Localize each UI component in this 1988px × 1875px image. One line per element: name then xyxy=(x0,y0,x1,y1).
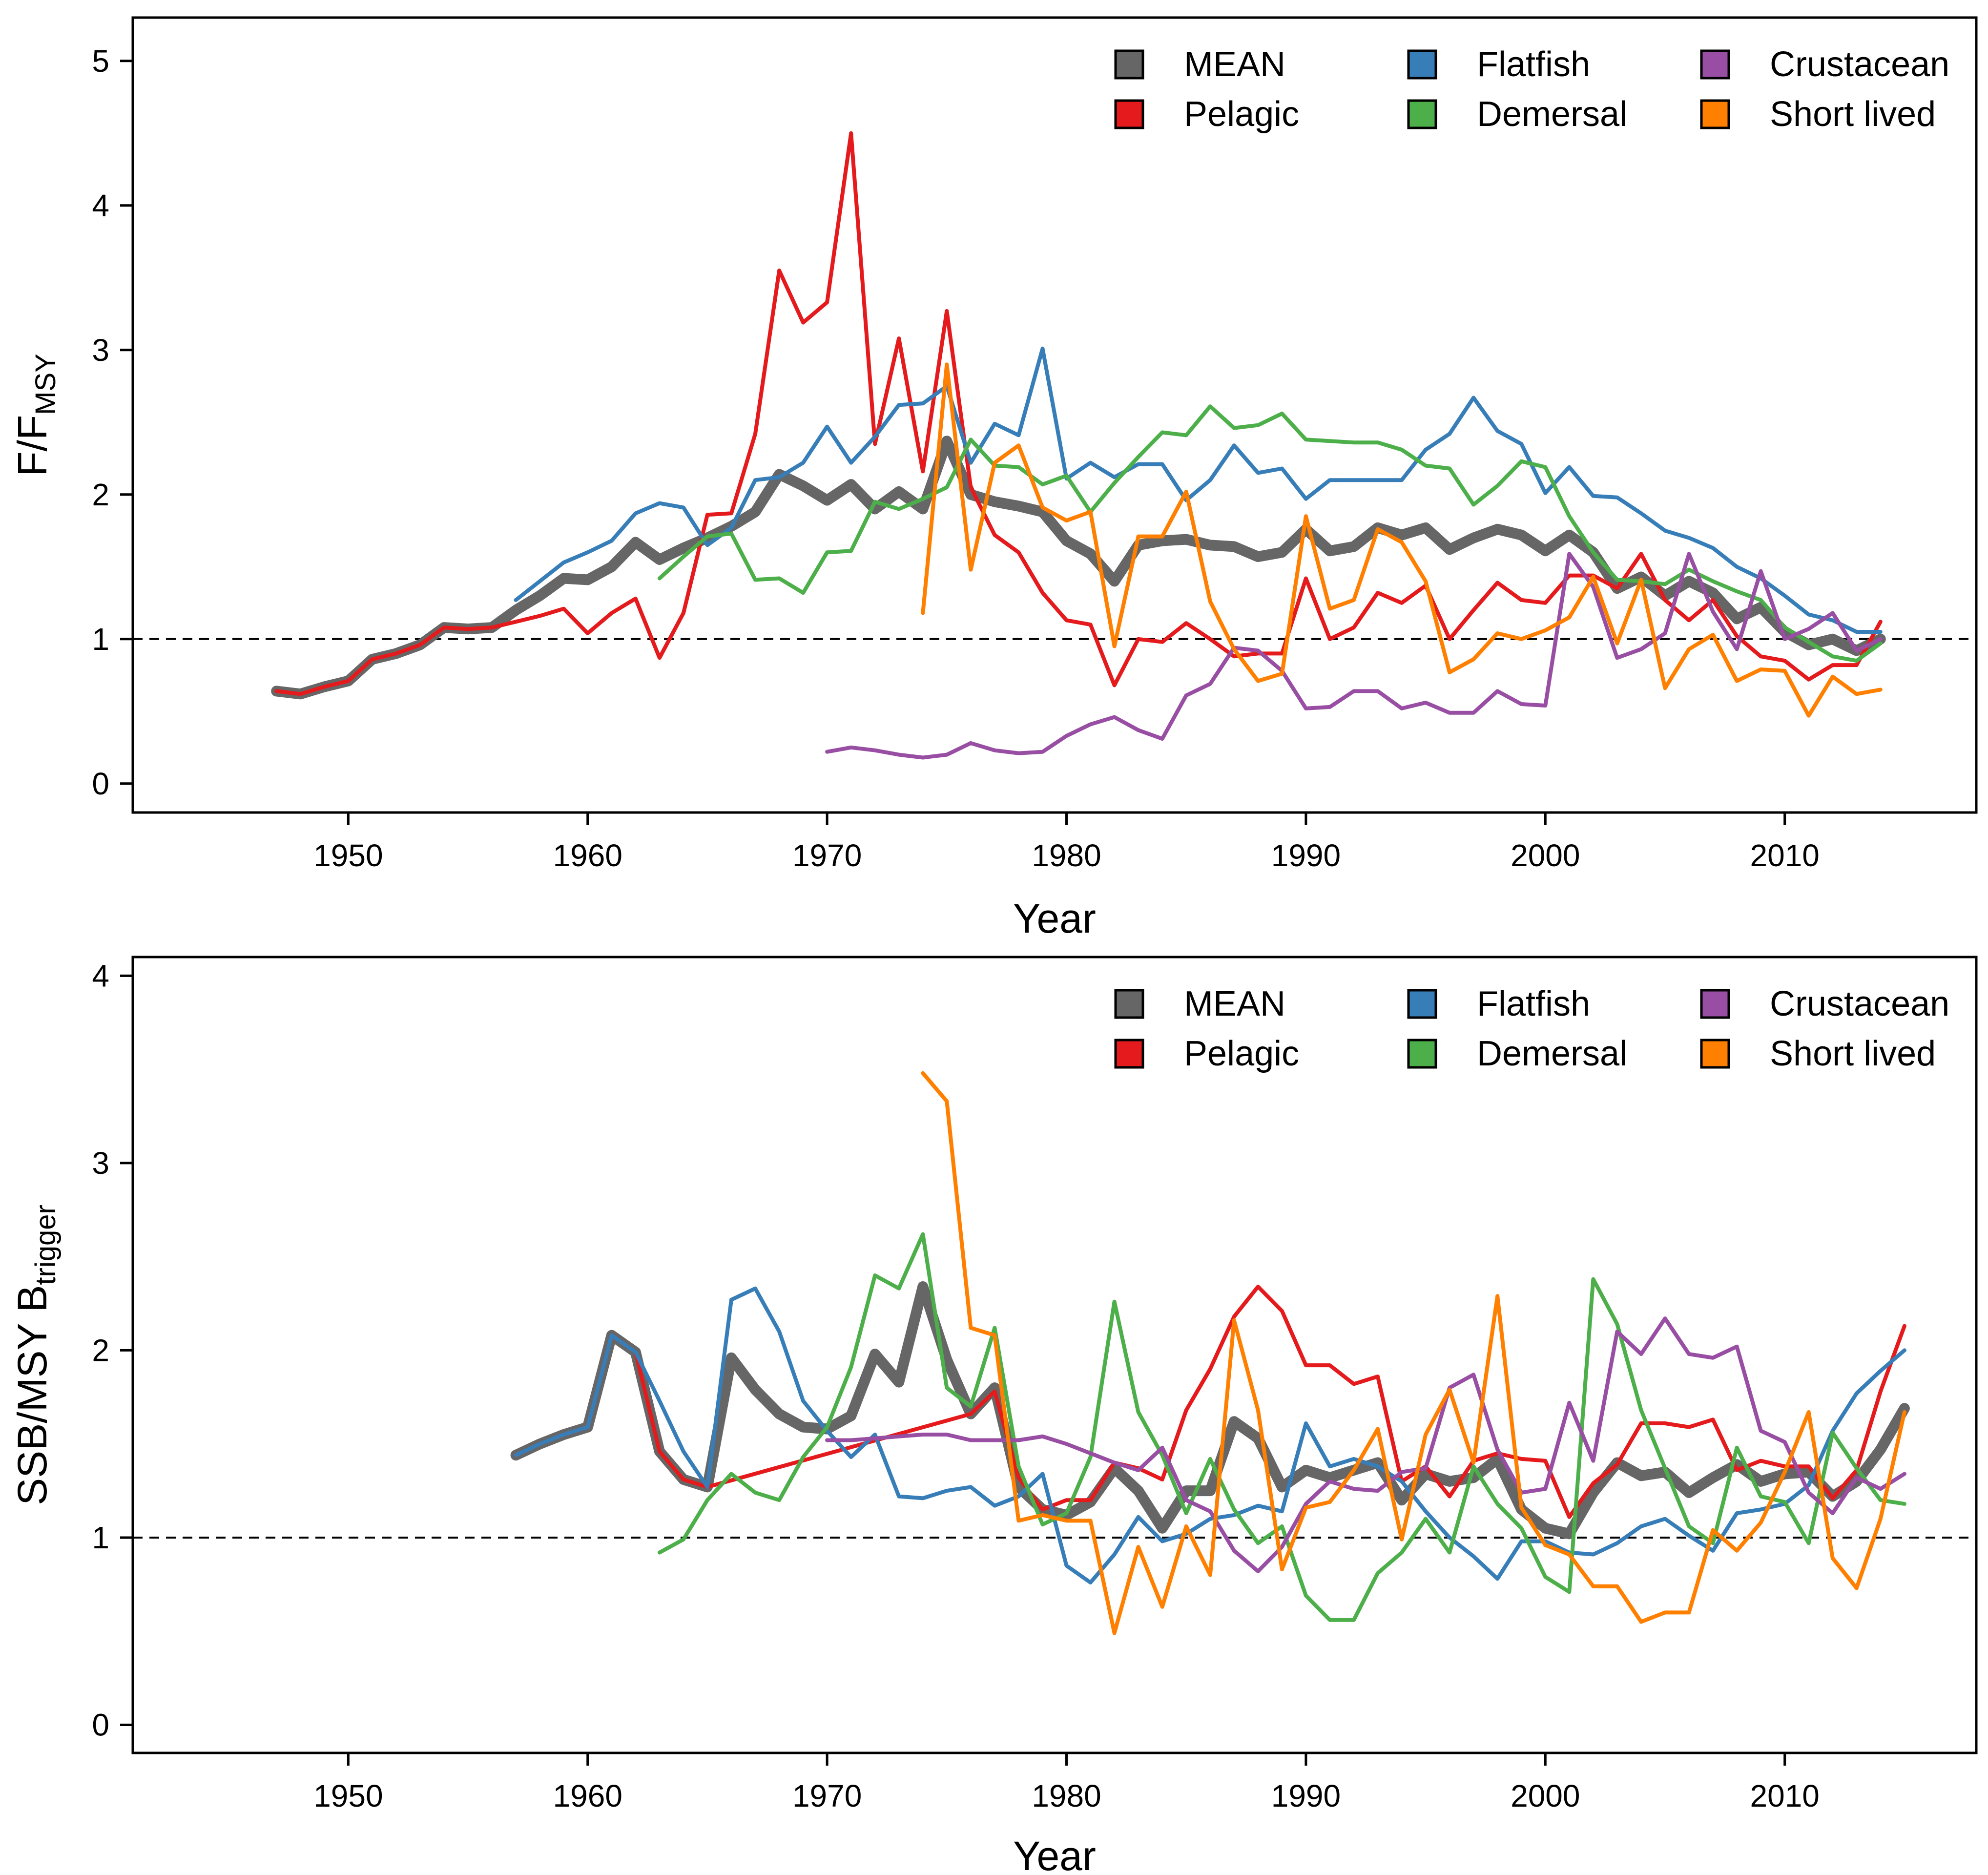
legend-label: Crustacean xyxy=(1770,45,1949,84)
series-line-short-lived xyxy=(921,1071,1906,1635)
y-tick-label: 3 xyxy=(92,1146,109,1181)
x-tick-label: 1990 xyxy=(1271,1778,1341,1813)
y-tick-label: 1 xyxy=(92,622,109,657)
plot-frame xyxy=(131,16,1978,814)
series-line-demersal xyxy=(657,404,1883,663)
legend-label: MEAN xyxy=(1184,984,1285,1023)
series-lines xyxy=(510,1071,1910,1635)
x-tick-label: 2010 xyxy=(1750,1778,1820,1813)
panel-ssb-over-btrigger: 1950 1960 1970 1980 1990 2000 2010 0 1 2 3 4 Year SSB… xyxy=(9,956,1978,1875)
legend-label: Pelagic xyxy=(1184,1034,1299,1073)
legend-item-flatfish: Flatfish xyxy=(1407,45,1590,84)
legend-swatch xyxy=(1114,989,1144,1019)
series-line-short-lived xyxy=(921,362,1883,718)
y-axis-title-main: SSB/MSY B xyxy=(9,1285,55,1505)
legend-item-flatfish: Flatfish xyxy=(1407,984,1590,1023)
y-tick-label: 0 xyxy=(92,1707,109,1742)
y-tick-label: 3 xyxy=(92,333,109,368)
legend-swatch xyxy=(1407,1039,1437,1069)
legend-swatch xyxy=(1700,49,1730,80)
series-line-flatfish xyxy=(514,346,1883,634)
legend-swatch xyxy=(1700,989,1730,1019)
x-tick-label: 1980 xyxy=(1032,838,1101,873)
legend-item-crustacean: Crustacean xyxy=(1700,984,1949,1023)
series-line-demersal xyxy=(657,1232,1906,1622)
legend-item-pelagic: Pelagic xyxy=(1114,95,1299,134)
legend-swatch xyxy=(1407,49,1437,80)
x-tick-label: 2000 xyxy=(1511,838,1580,873)
legend-swatch xyxy=(1700,1039,1730,1069)
series-lines xyxy=(271,131,1886,760)
x-tick-label: 1960 xyxy=(553,838,622,873)
y-tick-label: 2 xyxy=(92,1333,109,1368)
x-tick-label: 1960 xyxy=(553,1778,622,1813)
x-tick-label: 1950 xyxy=(313,838,383,873)
series-line-crustacean xyxy=(825,1316,1906,1573)
y-tick-label: 1 xyxy=(92,1520,109,1555)
plot-frame xyxy=(131,956,1978,1754)
legend-swatch xyxy=(1700,99,1730,129)
x-tick-label: 1970 xyxy=(792,838,862,873)
legend-label: Crustacean xyxy=(1770,984,1949,1023)
legend-item-short-lived: Short lived xyxy=(1700,1034,1936,1073)
legend-item-pelagic: Pelagic xyxy=(1114,1034,1299,1073)
legend-label: Short lived xyxy=(1770,1034,1936,1073)
y-tick-label: 0 xyxy=(92,766,109,801)
legend-item-mean: MEAN xyxy=(1114,984,1285,1023)
legend-swatch xyxy=(1114,99,1144,129)
legend-label: Pelagic xyxy=(1184,95,1299,134)
legend: MEAN Pelagic Flatfish Demersal Crustacean Sho… xyxy=(1114,45,1949,134)
legend-swatch xyxy=(1114,1039,1144,1069)
x-tick-label: 2000 xyxy=(1511,1778,1580,1813)
panel-f-over-fmsy: 1950 1960 1970 1980 1990 2000 2010 0 1 2 3 4 5 Year F/… xyxy=(9,16,1978,941)
series-line-mean xyxy=(271,436,1886,700)
x-axis-title: Year xyxy=(1013,1833,1096,1875)
legend-label: Flatfish xyxy=(1477,984,1590,1023)
legend-label: MEAN xyxy=(1184,45,1285,84)
y-axis-title-main: F/F xyxy=(9,415,55,477)
series-line-mean xyxy=(510,1281,1910,1540)
legend-label: Flatfish xyxy=(1477,45,1590,84)
y-axis-title: F/FMSY xyxy=(9,354,62,477)
y-tick-label: 4 xyxy=(92,188,109,223)
y-axis-title-subscript: trigger xyxy=(30,1205,62,1285)
x-tick-label: 2010 xyxy=(1750,838,1820,873)
y-axis-title-subscript: MSY xyxy=(30,354,62,415)
y-tick-label: 2 xyxy=(92,477,109,512)
y-axis-title: SSB/MSY Btrigger xyxy=(9,1205,62,1505)
legend-swatch xyxy=(1407,99,1437,129)
x-tick-label: 1990 xyxy=(1271,838,1341,873)
legend-item-crustacean: Crustacean xyxy=(1700,45,1949,84)
legend-item-mean: MEAN xyxy=(1114,45,1285,84)
legend-label: Demersal xyxy=(1477,95,1627,134)
x-tick-label: 1980 xyxy=(1032,1778,1101,1813)
legend: MEAN Pelagic Flatfish Demersal Crustacean Sho… xyxy=(1114,984,1949,1073)
series-line-flatfish xyxy=(514,1286,1906,1584)
legend-item-demersal: Demersal xyxy=(1407,95,1627,134)
y-tick-label: 4 xyxy=(92,958,109,993)
x-tick-label: 1950 xyxy=(313,1778,383,1813)
legend-swatch xyxy=(1407,989,1437,1019)
x-tick-label: 1970 xyxy=(792,1778,862,1813)
legend-item-demersal: Demersal xyxy=(1407,1034,1627,1073)
series-line-pelagic xyxy=(274,131,1883,696)
legend-swatch xyxy=(1114,49,1144,80)
series-line-crustacean xyxy=(825,552,1883,760)
legend-label: Short lived xyxy=(1770,95,1936,134)
x-axis-title: Year xyxy=(1013,896,1096,941)
legend-label: Demersal xyxy=(1477,1034,1627,1073)
y-tick-label: 5 xyxy=(92,43,109,79)
legend-item-short-lived: Short lived xyxy=(1700,95,1936,134)
